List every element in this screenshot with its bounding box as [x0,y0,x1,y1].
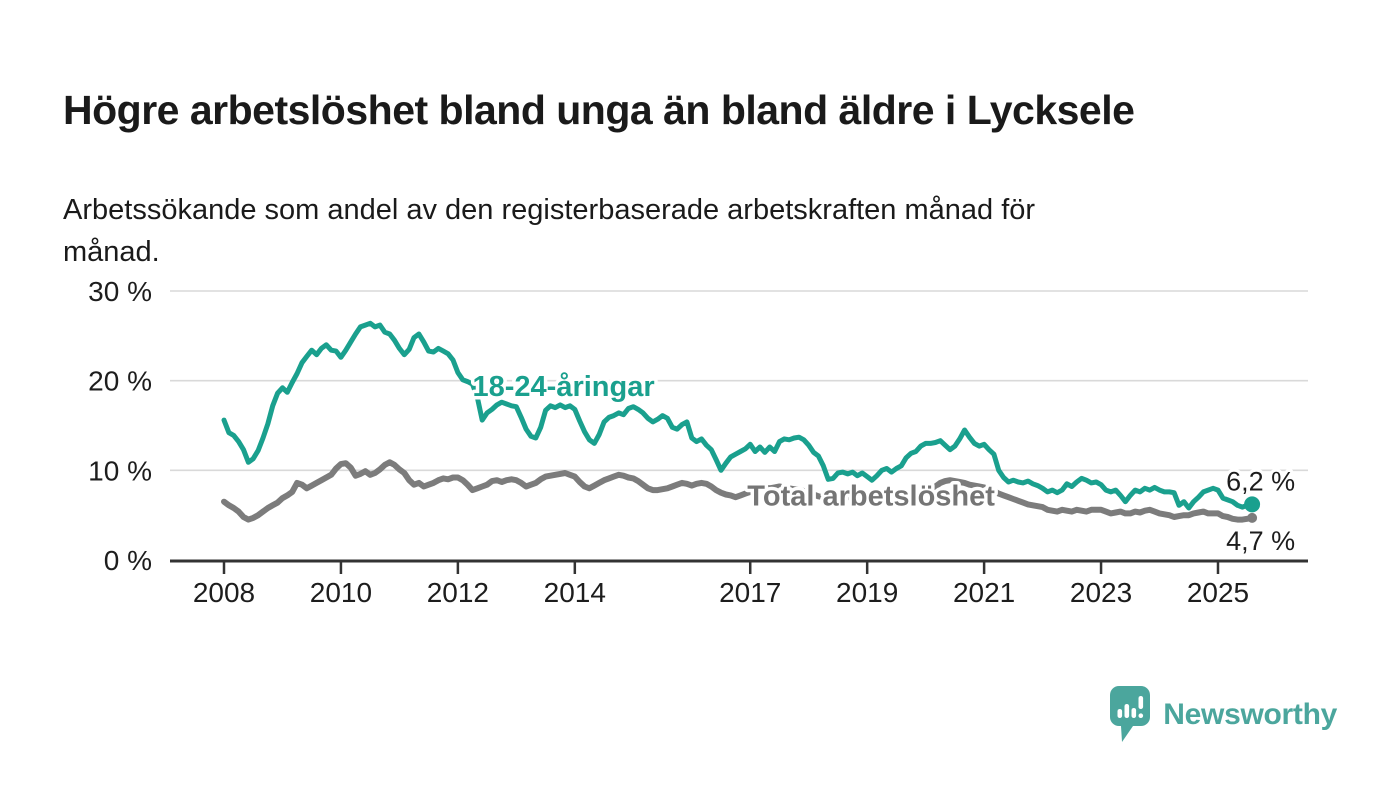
y-tick-label: 0 % [104,545,152,576]
x-tick-label: 2019 [836,577,898,608]
newsworthy-logo-text: Newsworthy [1163,698,1337,731]
page-title: Högre arbetslöshet bland unga än bland ä… [63,87,1135,134]
y-tick-label: 10 % [88,455,152,486]
x-tick-label: 2021 [953,577,1015,608]
newsworthy-logo: Newsworthy [1108,684,1337,746]
logo-speech-bubble [1110,686,1151,742]
series-line-total [221,459,1256,523]
x-tick-label: 2008 [193,577,255,608]
page-subtitle-line1: Arbetssökande som andel av den registerb… [63,194,1036,226]
series-label-total: Total arbetslöshet [747,480,995,512]
x-tick-label: 2023 [1070,577,1132,608]
series-line-youth [221,320,1255,511]
y-tick-label: 20 % [88,366,152,397]
page-subtitle: Arbetssökande som andel av den registerb… [63,189,1323,273]
x-tick-label: 2012 [427,577,489,608]
end-dot-total [1247,512,1258,523]
x-tick-label: 2010 [310,577,372,608]
x-tick-label: 2014 [544,577,606,608]
end-dot-youth [1244,496,1261,513]
x-tick-label: 2025 [1187,577,1249,608]
x-tick-label: 2017 [719,577,781,608]
logo-bar-chart-glyph [1117,696,1144,718]
y-tick-label: 30 % [88,276,152,307]
end-value-label-youth: 6,2 % [1226,466,1295,496]
end-value-label-total: 4,7 % [1226,526,1295,556]
series-label-youth: 18-24-åringar [472,371,654,403]
page-subtitle-line2: månad. [63,236,160,268]
newsworthy-logo-icon [1110,686,1151,742]
